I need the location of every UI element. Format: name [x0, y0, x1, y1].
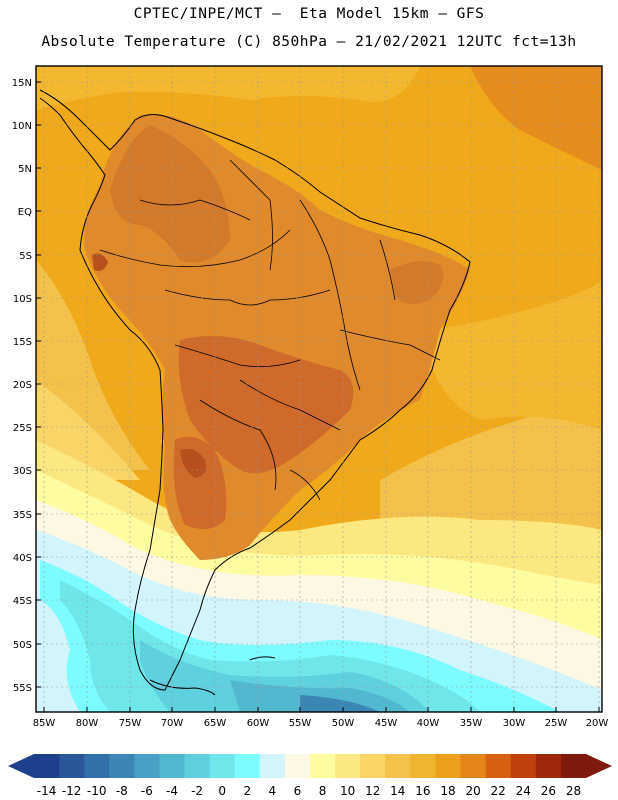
- country-borders: [99, 159, 441, 501]
- colorbar-swatch: [109, 754, 135, 778]
- lon-label: 45W: [375, 718, 398, 729]
- colorbar-label: 28: [566, 784, 581, 798]
- colorbar-swatch: [510, 754, 537, 778]
- lon-label: 20W: [586, 718, 609, 729]
- colorbar-label: 12: [365, 784, 380, 798]
- colorbar-swatch: [234, 754, 261, 778]
- lon-label: 80W: [76, 718, 99, 729]
- colorbar-label: 26: [541, 784, 556, 798]
- lat-label: 10N: [12, 121, 32, 132]
- lat-label: 40S: [13, 553, 32, 564]
- lon-label: 75W: [119, 718, 142, 729]
- header-line-1: CPTEC/INPE/MCT – Eta Model 15km – GFS: [133, 6, 485, 22]
- colorbar-swatch: [134, 754, 160, 778]
- colorbar-swatch: [410, 754, 436, 778]
- lat-label: 5N: [18, 164, 32, 175]
- lat-label: 50S: [13, 640, 32, 651]
- colorbar-label: -14: [37, 784, 57, 798]
- lon-label: 70W: [161, 718, 184, 729]
- colorbar-low-arrow: [8, 754, 34, 778]
- lon-label: 40W: [417, 718, 440, 729]
- lon-label: 65W: [204, 718, 227, 729]
- colorbar-swatch: [184, 754, 211, 778]
- colorbar-high-arrow: [586, 754, 612, 778]
- colorbar-swatch: [259, 754, 286, 778]
- lon-label: 50W: [332, 718, 355, 729]
- lat-label: 35S: [13, 510, 32, 521]
- lon-label: 55W: [289, 718, 312, 729]
- lat-label: 55S: [13, 683, 32, 694]
- latitude-labels: 15N 10N 5N EQ 5S 10S 15S 20S 25S 30S 35S…: [12, 78, 32, 694]
- lat-label: 5S: [19, 251, 32, 262]
- lat-label: 45S: [13, 596, 32, 607]
- colorbar-label: 16: [415, 784, 430, 798]
- map-frame: [35, 65, 603, 713]
- colorbar-swatch: [435, 754, 462, 778]
- lat-label: 15N: [12, 78, 32, 89]
- colorbar-label: -12: [62, 784, 82, 798]
- colorbar-label: 22: [491, 784, 506, 798]
- lat-label: 20S: [13, 380, 32, 391]
- lon-label: 85W: [33, 718, 56, 729]
- lat-label: 25S: [13, 423, 32, 434]
- lat-label: EQ: [18, 207, 32, 218]
- temperature-field: [36, 66, 602, 712]
- colorbar-swatch: [360, 754, 386, 778]
- longitude-labels: 85W 80W 75W 70W 65W 60W 55W 50W 45W 40W …: [33, 718, 609, 729]
- colorbar-swatch: [310, 754, 336, 778]
- lon-label: 35W: [460, 718, 483, 729]
- colorbar-label: 8: [319, 784, 327, 798]
- colorbar-swatch: [560, 754, 587, 778]
- colorbar-swatch: [34, 754, 60, 778]
- lat-label: 15S: [13, 337, 32, 348]
- colorbar-label: -2: [191, 784, 203, 798]
- colorbar-swatch: [460, 754, 487, 778]
- axis-ticks: [36, 81, 600, 712]
- lon-label: 30W: [503, 718, 526, 729]
- colorbar-label: 4: [269, 784, 277, 798]
- colorbar-swatch: [385, 754, 411, 778]
- colorbar-label: -6: [141, 784, 153, 798]
- colorbar-label: 14: [390, 784, 405, 798]
- colorbar-label: 6: [294, 784, 302, 798]
- colorbar-swatch: [59, 754, 85, 778]
- lat-label: 10S: [13, 294, 32, 305]
- lat-label: 30S: [13, 466, 32, 477]
- header-line-2: Absolute Temperature (C) 850hPa – 21/02/…: [41, 34, 577, 50]
- colorbar-label: 2: [243, 784, 251, 798]
- colorbar-swatch: [284, 754, 311, 778]
- graticule: [36, 66, 602, 712]
- colorbar-swatch: [209, 754, 236, 778]
- colorbar-label: 18: [440, 784, 455, 798]
- colorbar-swatch: [159, 754, 186, 778]
- colorbar-swatch: [84, 754, 110, 778]
- colorbar-label: -4: [166, 784, 178, 798]
- colorbar-label: 10: [340, 784, 355, 798]
- colorbar-label: 24: [516, 784, 531, 798]
- colorbar-label: 20: [465, 784, 480, 798]
- colorbar-label: 0: [218, 784, 226, 798]
- colorbar-swatch: [485, 754, 512, 778]
- colorbar-swatch: [335, 754, 361, 778]
- colorbar-label: -8: [116, 784, 128, 798]
- lon-label: 60W: [247, 718, 270, 729]
- lon-label: 25W: [545, 718, 568, 729]
- colorbar: -14 -12 -10 -8 -6 -4 -2 0 2 4 6 8 10 12 14 16 18 20 22 24 26…: [8, 754, 612, 798]
- colorbar-label: -10: [87, 784, 107, 798]
- colorbar-swatch: [535, 754, 562, 778]
